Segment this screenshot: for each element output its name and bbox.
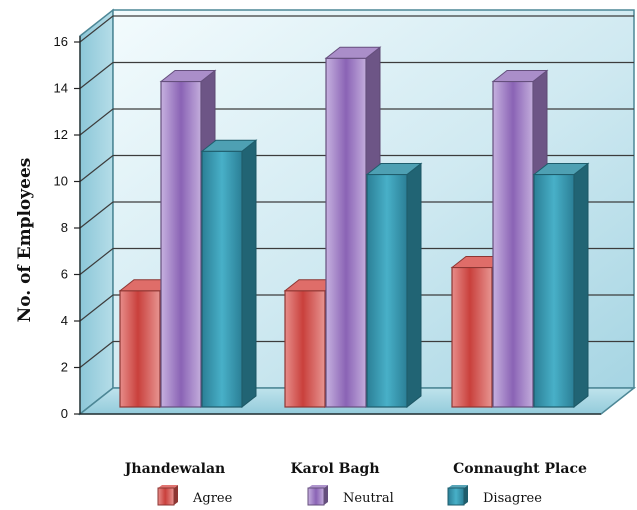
- y-tick-label: 2: [61, 360, 68, 375]
- legend-item-disagree: Disagree: [447, 485, 542, 506]
- y-axis-label: No. of Employees: [15, 158, 35, 323]
- y-tick-label: 0: [61, 406, 68, 421]
- category-label: Connaught Place: [453, 461, 587, 477]
- bars: [118, 46, 590, 409]
- y-tick-label: 12: [54, 127, 68, 142]
- category-label: Karol Bagh: [290, 461, 379, 477]
- category-label: Jhandewalan: [123, 461, 225, 477]
- gridline-side: [79, 155, 114, 182]
- x-axis-labels: Jhandewalan Karol Bagh Connaught Place: [123, 461, 587, 477]
- gridline-side: [79, 294, 114, 322]
- legend-item-neutral: Neutral: [307, 485, 394, 506]
- legend-label: Agree: [192, 491, 233, 506]
- legend: Agree Neutral Disagree: [157, 485, 542, 506]
- legend-label: Disagree: [483, 491, 542, 506]
- gridline-side: [79, 15, 114, 43]
- legend-item-agree: Agree: [157, 485, 233, 506]
- y-tick-label: 6: [61, 267, 68, 282]
- gridline-side: [79, 201, 114, 229]
- y-axis: 0 2 4 6 8 10 12 14 16: [54, 34, 601, 421]
- gridline-side: [79, 108, 114, 136]
- bar-disagree-1: [200, 139, 258, 409]
- legend-swatch: [307, 485, 328, 506]
- gridline-side: [79, 341, 114, 368]
- y-tick-label: 16: [54, 34, 68, 49]
- y-tick-label: 14: [54, 81, 68, 96]
- legend-swatch: [157, 485, 178, 506]
- gridline-side: [79, 248, 114, 275]
- y-tick-label: 4: [61, 313, 68, 328]
- bar-disagree-3: [532, 162, 590, 409]
- gridline-side: [79, 62, 114, 89]
- legend-swatch: [447, 485, 468, 506]
- y-tick-label: 10: [54, 174, 68, 189]
- bar-disagree-2: [365, 162, 423, 409]
- legend-label: Neutral: [343, 491, 394, 506]
- y-tick-label: 8: [61, 220, 68, 235]
